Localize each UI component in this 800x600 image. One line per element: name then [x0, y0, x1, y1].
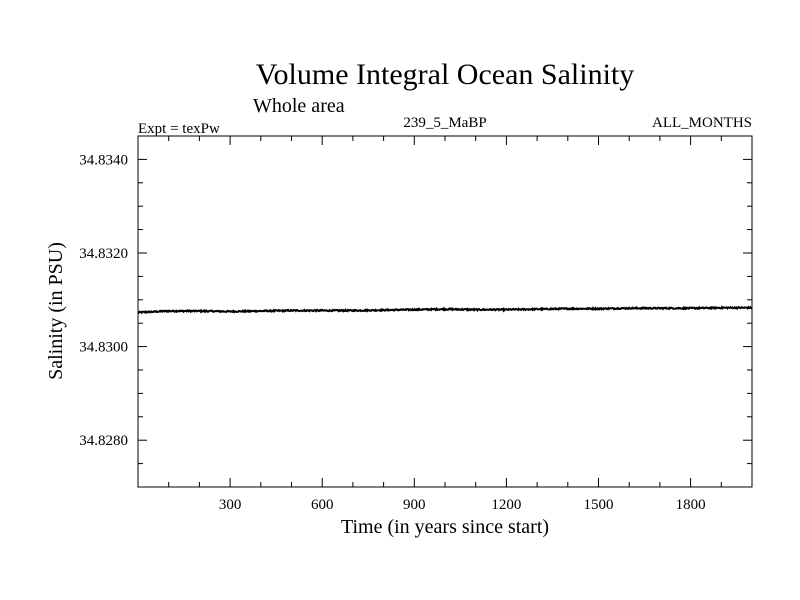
y-tick-label: 34.8300: [79, 340, 128, 356]
run-label: 239_5_MaBP: [403, 115, 486, 131]
x-tick-label: 600: [311, 497, 334, 513]
axis-ticks: [138, 135, 752, 488]
x-tick-label: 1500: [584, 497, 614, 513]
y-tick-label: 34.8320: [79, 246, 128, 262]
x-tick-label: 900: [403, 497, 426, 513]
experiment-label: Expt = texPw: [138, 121, 220, 137]
y-tick-labels: 34.8280 34.8300 34.8320 34.8340: [79, 152, 128, 449]
x-tick-label: 1800: [676, 497, 706, 513]
chart-title: Volume Integral Ocean Salinity: [256, 58, 635, 91]
plot-area: 300 600 900 1200 1500 1800 34.828034.830034.8…: [79, 135, 753, 513]
x-tick-labels: 300 600 900 1200 1500 1800: [219, 497, 706, 513]
x-axis-label: Time (in years since start): [341, 516, 549, 538]
chart-subtitle: Whole area: [253, 95, 345, 117]
y-axis-label: Salinity (in PSU): [45, 242, 67, 380]
x-tick-label: 300: [219, 497, 242, 513]
salinity-series-line: [137, 305, 753, 315]
y-tick-label: 34.8340: [79, 152, 128, 168]
x-tick-label: 1200: [491, 497, 521, 513]
period-label: ALL_MONTHS: [652, 115, 752, 131]
y-tick-label: 34.8280: [79, 433, 128, 449]
